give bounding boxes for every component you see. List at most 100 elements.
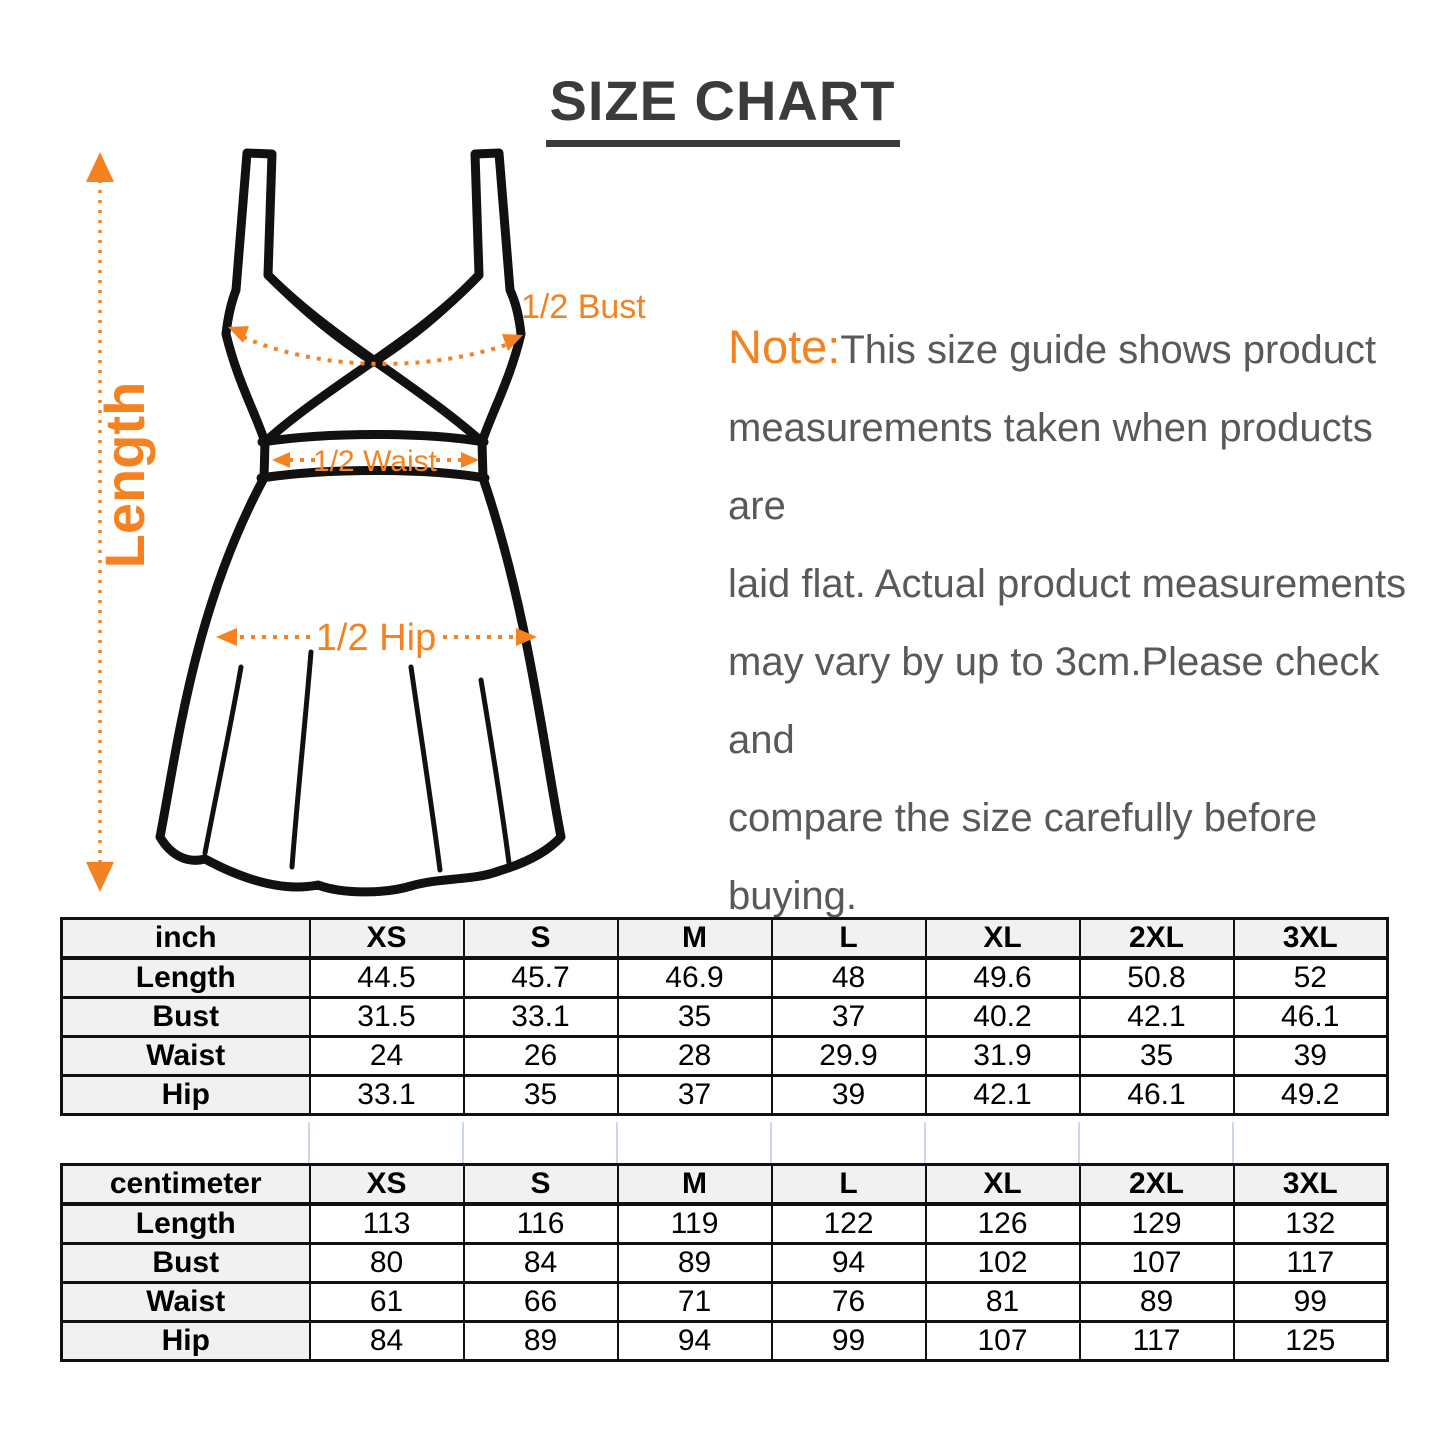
value-cell: 39: [770, 1074, 927, 1116]
size-header-cell: M: [616, 917, 773, 960]
gap-gridline: [462, 1122, 464, 1163]
value-cell: 99: [1232, 1281, 1389, 1323]
measure-arrowheads: [216, 326, 537, 646]
gap-gridline: [1232, 1122, 1234, 1163]
value-cell: 116: [462, 1202, 619, 1245]
value-cell: 99: [770, 1320, 927, 1362]
value-cell: 94: [616, 1320, 773, 1362]
table-row: Hip 33.1 35 37 39 42.1 46.1 49.2: [60, 1074, 1389, 1116]
value-cell: 28: [616, 1035, 773, 1077]
hip-arrowhead-right-icon: [516, 628, 537, 646]
waist-arrowhead-right-icon: [461, 452, 479, 468]
bust-label: 1/2 Bust: [521, 288, 646, 326]
value-cell: 71: [616, 1281, 773, 1323]
note-line: Note:This size guide shows product: [728, 308, 1418, 389]
size-header-cell: S: [462, 917, 619, 960]
value-cell: 37: [616, 1074, 773, 1116]
dress-outline: [155, 148, 566, 897]
dress-silhouette: [155, 148, 566, 897]
note-label: Note:: [728, 320, 841, 373]
value-cell: 107: [1078, 1242, 1235, 1284]
size-table-centimeter: centimeter XS S M L XL 2XL 3XL Length 113 116 119 12…: [60, 1163, 1389, 1362]
row-label-cell: Waist: [60, 1035, 311, 1077]
value-cell: 125: [1232, 1320, 1389, 1362]
gap-gridline: [1078, 1122, 1080, 1163]
value-cell: 45.7: [462, 956, 619, 999]
value-cell: 31.5: [308, 996, 465, 1038]
value-cell: 35: [462, 1074, 619, 1116]
row-label-cell: Bust: [60, 1242, 311, 1284]
value-cell: 89: [616, 1242, 773, 1284]
value-cell: 48: [770, 956, 927, 999]
bust-arrowhead-right-icon: [502, 334, 523, 351]
size-header-cell: 2XL: [1078, 917, 1235, 960]
title-wrap: SIZE CHART: [0, 68, 1445, 147]
waistband-top-line: [257, 430, 489, 447]
value-cell: 24: [308, 1035, 465, 1077]
skirt-pleats: [202, 649, 512, 873]
gap-gridline: [616, 1122, 618, 1163]
value-cell: 37: [770, 996, 927, 1038]
size-header-cell: 3XL: [1232, 917, 1389, 960]
value-cell: 49.2: [1232, 1074, 1389, 1116]
value-cell: 113: [308, 1202, 465, 1245]
row-label-cell: Hip: [60, 1074, 311, 1116]
gap-gridline: [770, 1122, 772, 1163]
value-cell: 61: [308, 1281, 465, 1323]
waistband-bottom-line: [256, 466, 490, 483]
value-cell: 46.1: [1078, 1074, 1235, 1116]
note-line: laid flat. Actual product measurements: [728, 562, 1407, 606]
size-header-cell: 2XL: [1078, 1163, 1235, 1206]
gap-gridline: [308, 1122, 310, 1163]
measure-lines: [230, 335, 523, 639]
value-cell: 52: [1232, 956, 1389, 999]
value-cell: 46.9: [616, 956, 773, 999]
value-cell: 107: [924, 1320, 1081, 1362]
size-header-cell: XS: [308, 917, 465, 960]
table-row: Waist 61 66 71 76 81 89 99: [60, 1281, 1389, 1323]
value-cell: 94: [770, 1242, 927, 1284]
length-arrow-icon: [86, 152, 114, 892]
table-row: Bust 31.5 33.1 35 37 40.2 42.1 46.1: [60, 996, 1389, 1038]
table-row: Waist 24 26 28 29.9 31.9 35 39: [60, 1035, 1389, 1077]
size-header-cell: S: [462, 1163, 619, 1206]
note-block: Note:This size guide shows product measu…: [728, 308, 1418, 935]
row-label-cell: Length: [60, 1202, 311, 1245]
value-cell: 42.1: [924, 1074, 1081, 1116]
value-cell: 46.1: [1232, 996, 1389, 1038]
size-header-cell: XL: [924, 1163, 1081, 1206]
length-arrowhead-down-icon: [86, 862, 114, 892]
value-cell: 102: [924, 1242, 1081, 1284]
value-cell: 29.9: [770, 1035, 927, 1077]
note-line: compare the size carefully before buying…: [728, 796, 1318, 918]
value-cell: 122: [770, 1202, 927, 1245]
value-cell: 50.8: [1078, 956, 1235, 999]
size-header-cell: L: [770, 917, 927, 960]
value-cell: 89: [462, 1320, 619, 1362]
value-cell: 89: [1078, 1281, 1235, 1323]
value-cell: 40.2: [924, 996, 1081, 1038]
table-row: Length 44.5 45.7 46.9 48 49.6 50.8 52: [60, 956, 1389, 999]
value-cell: 76: [770, 1281, 927, 1323]
row-label-cell: Bust: [60, 996, 311, 1038]
length-arrowhead-up-icon: [86, 152, 114, 182]
value-cell: 31.9: [924, 1035, 1081, 1077]
table-row: Bust 80 84 89 94 102 107 117: [60, 1242, 1389, 1284]
waist-arrowhead-left-icon: [272, 452, 290, 468]
value-cell: 42.1: [1078, 996, 1235, 1038]
size-header-cell: XL: [924, 917, 1081, 960]
note-line: measurements taken when products are: [728, 406, 1373, 528]
value-cell: 26: [462, 1035, 619, 1077]
page-title: SIZE CHART: [545, 68, 900, 147]
dress-measurement-diagram: Length: [86, 148, 646, 897]
value-cell: 119: [616, 1202, 773, 1245]
value-cell: 80: [308, 1242, 465, 1284]
value-cell: 33.1: [308, 1074, 465, 1116]
unit-header-cell: centimeter: [60, 1163, 311, 1206]
size-header-cell: M: [616, 1163, 773, 1206]
hip-arrowhead-left-icon: [216, 628, 237, 646]
bust-dashed-line: [242, 335, 515, 366]
value-cell: 49.6: [924, 956, 1081, 999]
size-table-inch: inch XS S M L XL 2XL 3XL Length 44.5 45.7 46.9 48 49.…: [60, 917, 1389, 1116]
